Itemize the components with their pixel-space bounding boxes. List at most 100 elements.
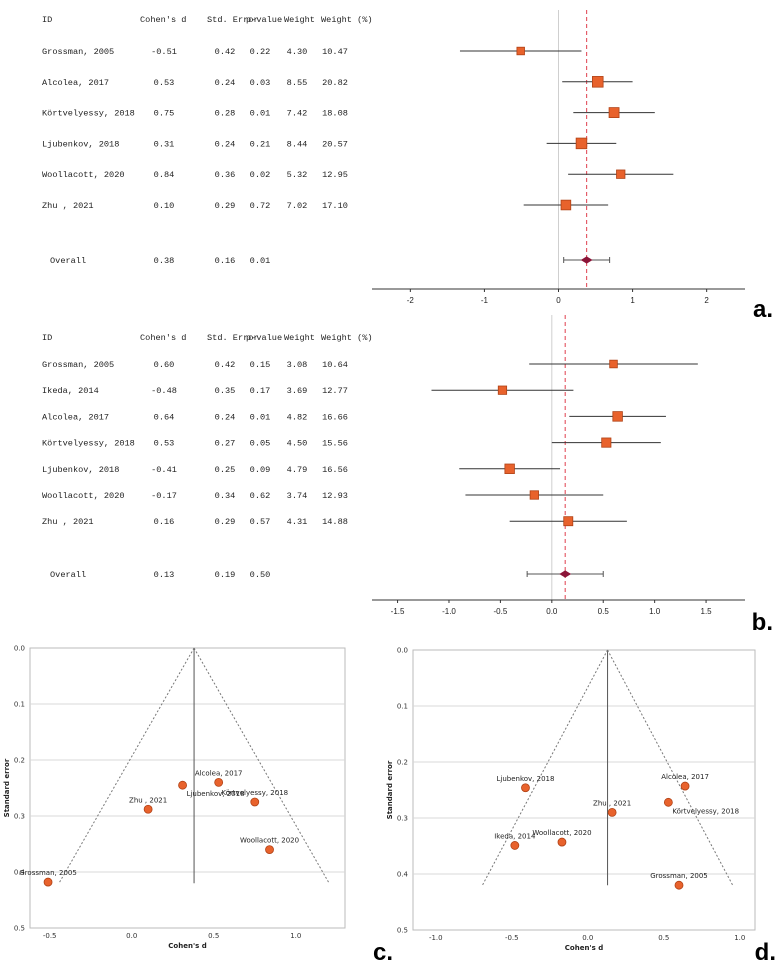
x-tick-label: 2 xyxy=(704,296,709,305)
study-stat: 0.15 xyxy=(250,360,271,370)
funnel-plot-d: 0.0 0.1 0.2 0.3 0.4 0.5 -1.0 -0.5 0.0 0.5 1.0 Cohen… xyxy=(386,647,776,965)
study-stat: 4.82 xyxy=(287,412,308,422)
overall-stat: 0.38 xyxy=(154,256,175,266)
study-stat: 0.24 xyxy=(215,412,236,422)
study-id: Woollacott, 2020 xyxy=(42,170,125,180)
study-point-label: Woollacott, 2020 xyxy=(240,837,299,845)
study-stat: 3.74 xyxy=(287,491,308,501)
study-id: Ljubenkov, 2018 xyxy=(42,465,119,475)
study-id: Zhu , 2021 xyxy=(42,517,94,527)
study-stat: 10.64 xyxy=(322,360,348,370)
study-stat: 0.25 xyxy=(215,465,236,475)
x-axis-title: Cohen's d xyxy=(565,944,603,952)
study-stat: -0.51 xyxy=(151,47,177,57)
study-stat: 0.22 xyxy=(250,47,271,57)
study-stat: 10.47 xyxy=(322,47,348,57)
study-point xyxy=(557,837,567,847)
study-stat: 0.17 xyxy=(250,386,271,396)
effect-square xyxy=(575,137,588,150)
study-id: Zhu , 2021 xyxy=(42,201,94,211)
study-point-label: Zhu , 2021 xyxy=(593,799,631,807)
panel-label: a. xyxy=(753,296,773,323)
effect-square xyxy=(560,199,572,211)
study-stat: -0.41 xyxy=(151,465,177,475)
panel-label: d. xyxy=(755,939,776,965)
x-tick-label: 0.5 xyxy=(208,932,219,940)
study-stat: 16.56 xyxy=(322,465,348,475)
study-stat: 0.42 xyxy=(215,360,236,370)
effect-square xyxy=(563,516,574,527)
study-stat: 0.27 xyxy=(215,439,236,449)
study-stat: 4.79 xyxy=(287,465,308,475)
overall-stat: 0.01 xyxy=(250,256,271,266)
study-stat: 20.57 xyxy=(322,139,348,149)
study-stat: 12.95 xyxy=(322,170,348,180)
study-stat: 12.77 xyxy=(322,386,348,396)
study-point xyxy=(265,845,274,854)
study-stat: 5.32 xyxy=(287,170,308,180)
study-stat: 8.55 xyxy=(287,78,308,88)
effect-square xyxy=(601,437,612,448)
x-tick-label: -0.5 xyxy=(494,607,508,616)
study-stat: 4.50 xyxy=(287,439,308,449)
y-tick-label: 0.3 xyxy=(397,815,408,823)
study-stat: 0.72 xyxy=(250,201,271,211)
funnel-plot-c: 0.0 0.1 0.2 0.3 0.4 0.5 -0.5 0.0 0.5 1.0 Cohen's d… xyxy=(3,645,393,965)
study-stat: 0.29 xyxy=(215,201,236,211)
overall-stat: 0.16 xyxy=(215,256,236,266)
y-tick-label: 0.4 xyxy=(14,869,26,877)
study-point-label: Ljubenkov, 2018 xyxy=(187,790,245,798)
study-point xyxy=(178,780,187,790)
study-stat: 0.10 xyxy=(154,201,175,211)
study-stat: 0.02 xyxy=(250,170,271,180)
study-point xyxy=(680,781,690,791)
study-stat: 0.24 xyxy=(215,139,236,149)
column-header: ID xyxy=(42,15,52,25)
column-header: Weight xyxy=(284,15,315,25)
study-stat: 0.03 xyxy=(250,78,271,88)
x-tick-label: 1.0 xyxy=(734,934,745,942)
x-tick-label: -0.5 xyxy=(505,934,519,942)
x-tick-label: -1 xyxy=(481,296,489,305)
plot-frame xyxy=(412,649,756,931)
study-stat: 3.08 xyxy=(287,360,308,370)
x-tick-label: -2 xyxy=(407,296,415,305)
study-point xyxy=(663,797,673,807)
y-tick-label: 0.2 xyxy=(397,759,408,767)
y-tick-label: 0.1 xyxy=(14,701,25,709)
study-stat: 0.53 xyxy=(154,439,175,449)
panel-label: c. xyxy=(373,939,393,965)
study-id: Alcolea, 2017 xyxy=(42,412,109,422)
overall-label: Overall xyxy=(50,256,86,266)
column-header: Cohen's d xyxy=(140,333,186,343)
overall-stat: 0.19 xyxy=(215,570,236,580)
y-axis-title: Standard error xyxy=(386,760,394,819)
x-tick-label: 0.0 xyxy=(546,607,558,616)
column-header: Weight xyxy=(284,333,315,343)
study-stat: -0.48 xyxy=(151,386,177,396)
study-stat: 16.66 xyxy=(322,412,348,422)
x-tick-label: 1 xyxy=(630,296,635,305)
column-header: Weight (%) xyxy=(321,15,373,25)
study-point xyxy=(674,880,684,890)
study-stat: 0.36 xyxy=(215,170,236,180)
y-tick-label: 0.0 xyxy=(14,645,25,653)
funnel-limit-line xyxy=(58,647,195,884)
study-stat: 0.60 xyxy=(154,360,175,370)
study-point xyxy=(607,808,617,817)
overall-stat: 0.50 xyxy=(250,570,271,580)
study-point-label: Zhu , 2021 xyxy=(129,796,167,804)
x-tick-label: 0.0 xyxy=(582,934,593,942)
column-header: Std. Error xyxy=(207,333,259,343)
effect-square xyxy=(612,411,623,422)
study-stat: 0.57 xyxy=(250,517,271,527)
study-stat: 0.31 xyxy=(154,139,175,149)
effect-square xyxy=(529,490,539,500)
study-stat: 7.02 xyxy=(287,201,308,211)
study-stat: 3.69 xyxy=(287,386,308,396)
study-point-label: Grossman, 2005 xyxy=(650,872,708,880)
study-stat: 17.10 xyxy=(322,201,348,211)
y-tick-label: 0.5 xyxy=(397,927,408,935)
